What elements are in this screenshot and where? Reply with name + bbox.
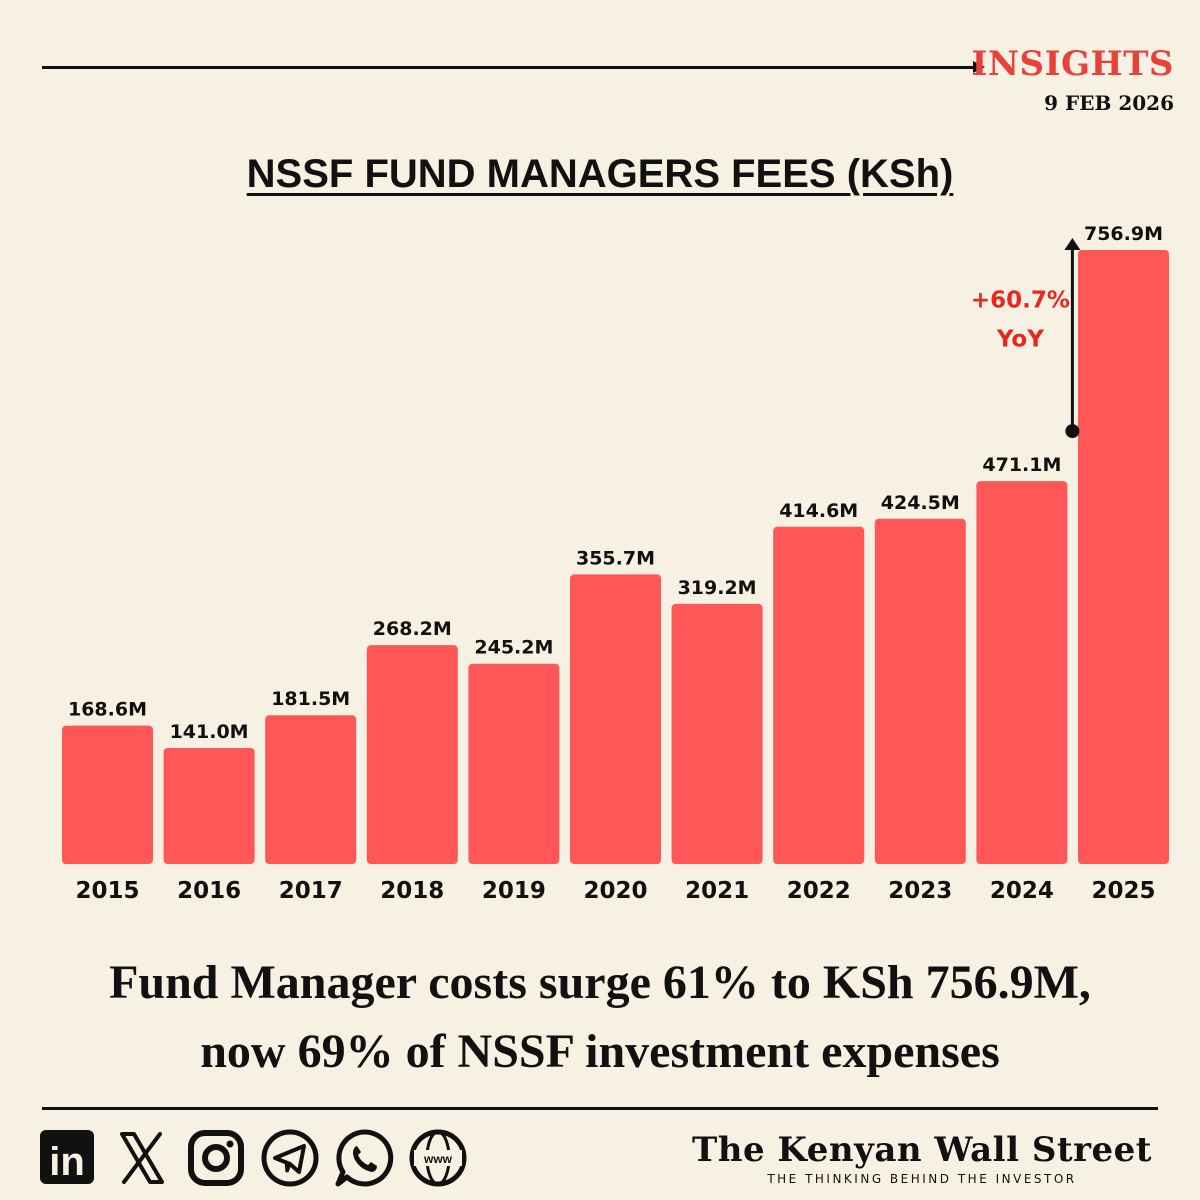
value-label-2015: 168.6M — [68, 699, 147, 721]
bar-2022 — [773, 526, 865, 864]
footer-rule — [42, 1107, 1158, 1110]
bar-2017 — [265, 715, 357, 864]
bar-2020 — [570, 574, 661, 864]
telegram-icon[interactable] — [260, 1128, 320, 1188]
value-label-2023: 424.5M — [881, 492, 960, 514]
tick-label-2019: 2019 — [482, 878, 546, 904]
tick-label-2017: 2017 — [279, 878, 343, 904]
bar-2019 — [468, 663, 560, 864]
value-label-2025: 756.9M — [1084, 223, 1163, 245]
www-text: www — [423, 1152, 453, 1166]
social-icons: in www — [38, 1128, 468, 1188]
tick-label-2018: 2018 — [380, 878, 444, 904]
whatsapp-icon[interactable] — [334, 1128, 394, 1188]
insights-label: INSIGHTS — [971, 44, 1174, 84]
brand: The Kenyan Wall Street THE THINKING BEHI… — [692, 1130, 1152, 1186]
header-rule — [42, 66, 977, 69]
bar-2016 — [163, 747, 255, 864]
bar-2021 — [671, 603, 763, 864]
value-label-2021: 319.2M — [678, 577, 757, 599]
value-label-2017: 181.5M — [271, 688, 350, 710]
bar-2025 — [1078, 250, 1169, 864]
value-label-2016: 141.0M — [170, 721, 249, 743]
brand-tagline: THE THINKING BEHIND THE INVESTOR — [767, 1172, 1077, 1186]
bar-2023 — [874, 518, 966, 864]
tick-label-2021: 2021 — [685, 878, 749, 904]
annotation-yoy: YoY — [996, 327, 1044, 353]
tick-label-2025: 2025 — [1091, 878, 1155, 904]
value-label-2024: 471.1M — [982, 454, 1061, 476]
bar-chart: 168.6M 2015 141.0M 2016 181.5M 2017 268.2M 2018… — [62, 223, 1169, 904]
bar-2018 — [366, 645, 458, 864]
value-label-2022: 414.6M — [779, 500, 858, 522]
brand-name: The Kenyan Wall Street — [691, 1130, 1152, 1170]
headline: Fund Manager costs surge 61% to KSh 756.… — [0, 948, 1200, 1086]
publish-date: 9 FEB 2026 — [1044, 91, 1174, 115]
tick-label-2016: 2016 — [177, 878, 241, 904]
value-label-2019: 245.2M — [474, 637, 553, 659]
headline-line-2: now 69% of NSSF investment expenses — [200, 1025, 1000, 1078]
tick-label-2024: 2024 — [990, 878, 1054, 904]
tick-label-2020: 2020 — [583, 878, 647, 904]
annotation-arrowhead — [1064, 238, 1081, 250]
linkedin-text: in — [49, 1140, 85, 1184]
tick-label-2023: 2023 — [888, 878, 952, 904]
bar-2015 — [62, 725, 153, 864]
value-label-2020: 355.7M — [576, 547, 655, 569]
tick-label-2015: 2015 — [75, 878, 139, 904]
linkedin-icon[interactable]: in — [38, 1128, 98, 1188]
bar-2024 — [976, 481, 1068, 864]
chart-title: NSSF FUND MANAGERS FEES (KSh) — [246, 152, 954, 196]
header-arrowhead — [973, 61, 985, 73]
instagram-icon[interactable] — [186, 1128, 246, 1188]
value-label-2018: 268.2M — [373, 618, 452, 640]
headline-line-1: Fund Manager costs surge 61% to KSh 756.… — [109, 956, 1091, 1009]
website-icon[interactable]: www — [408, 1128, 468, 1188]
tick-label-2022: 2022 — [787, 878, 851, 904]
annotation-percent: +60.7% — [971, 288, 1070, 314]
x-icon[interactable] — [112, 1128, 172, 1188]
